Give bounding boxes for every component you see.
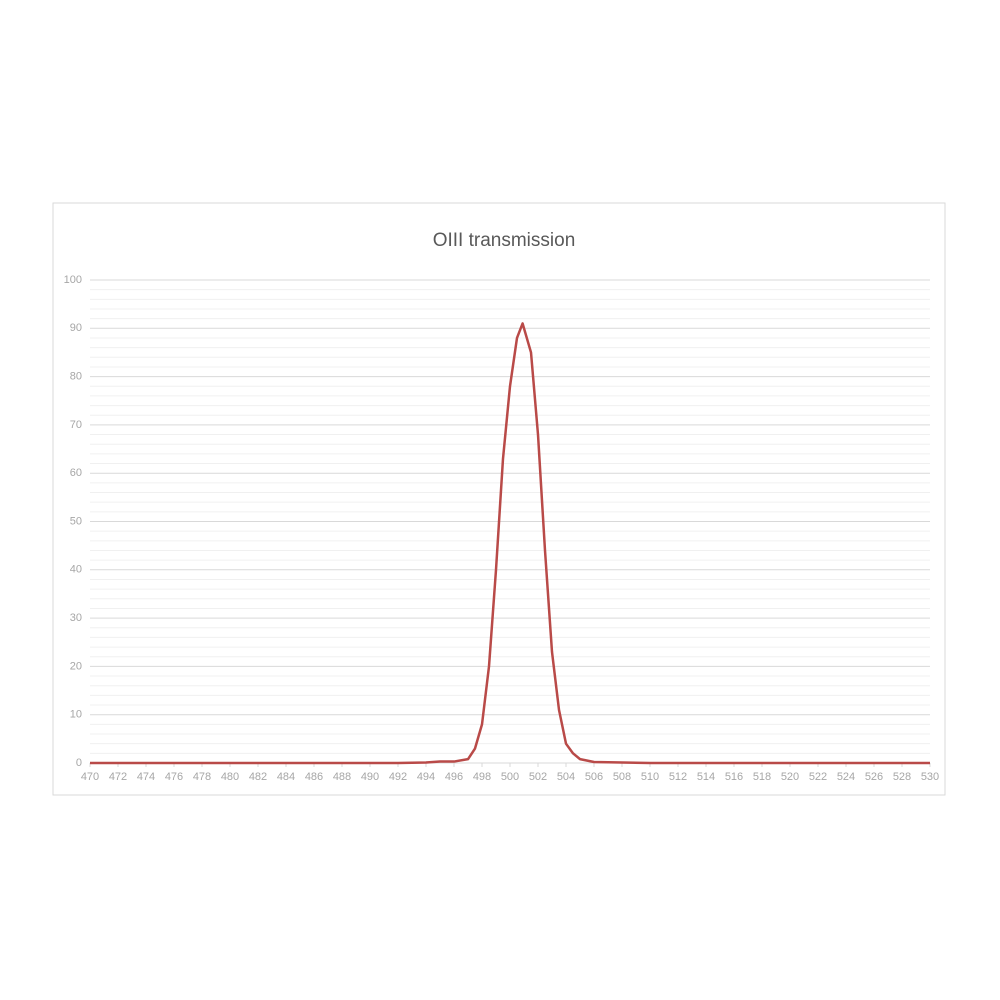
x-tick-label: 494 [417,771,435,783]
data-line [90,322,930,765]
chart-frame [52,202,946,796]
x-tick-label: 502 [529,771,547,783]
x-tick-label: 482 [249,771,267,783]
x-tick-label: 506 [585,771,603,783]
y-tick-label: 30 [70,612,82,624]
x-tick-label: 498 [473,771,491,783]
y-tick-label: 50 [70,515,82,527]
x-tick-label: 522 [809,771,827,783]
x-tick-label: 490 [361,771,379,783]
y-tick-label: 70 [70,419,82,431]
x-tick-label: 492 [389,771,407,783]
x-tick-label: 510 [641,771,659,783]
y-tick-label: 10 [70,709,82,721]
chart-title: OIII transmission [433,230,576,251]
x-tick-label: 488 [333,771,351,783]
y-tick-label: 60 [70,467,82,479]
x-tick-label: 508 [613,771,631,783]
y-tick-label: 80 [70,371,82,383]
x-tick-label: 480 [221,771,239,783]
x-tick-label: 516 [725,771,743,783]
x-tick-label: 478 [193,771,211,783]
x-tick-label: 470 [81,771,99,783]
y-tick-label: 100 [64,274,82,286]
x-tick-label: 486 [305,771,323,783]
x-tick-label: 526 [865,771,883,783]
x-tick-label: 524 [837,771,855,783]
x-tick-label: 472 [109,771,127,783]
x-tick-label: 484 [277,771,295,783]
x-tick-label: 512 [669,771,687,783]
x-tick-label: 476 [165,771,183,783]
y-tick-label: 20 [70,660,82,672]
x-tick-label: 528 [893,771,911,783]
x-tick-label: 518 [753,771,771,783]
x-tick-label: 504 [557,771,575,783]
x-tick-label: 520 [781,771,799,783]
x-tick-label: 496 [445,771,463,783]
x-tick-label: 514 [697,771,715,783]
y-tick-label: 90 [70,322,82,334]
y-tick-label: 40 [70,564,82,576]
x-tick-label: 530 [921,771,939,783]
x-tick-label: 474 [137,771,155,783]
x-tick-label: 500 [501,771,519,783]
y-tick-label: 0 [76,757,82,769]
